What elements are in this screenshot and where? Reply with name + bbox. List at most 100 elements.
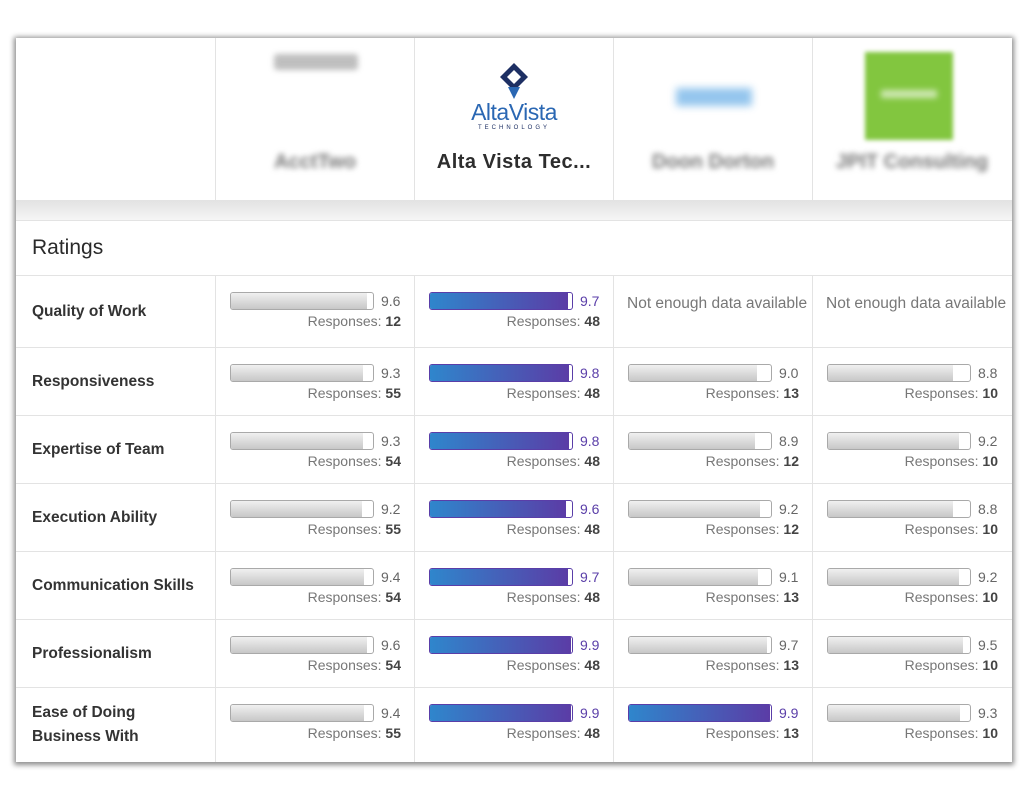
provider-column-acct[interactable]: AcctTwo xyxy=(215,38,414,200)
rating-score: 9.8 xyxy=(580,365,600,381)
rating-row: Execution Ability 9.2 Responses: 55 9.6 Resp… xyxy=(16,484,1012,552)
responses-number: 48 xyxy=(584,725,600,741)
responses-count: Responses: 55 xyxy=(308,521,401,537)
rating-label-cell: Quality of Work xyxy=(16,276,215,347)
rating-score: 9.7 xyxy=(580,293,600,309)
rating-score: 9.4 xyxy=(381,705,401,721)
rating-bar xyxy=(429,364,573,382)
rating-label-cell: Execution Ability xyxy=(16,484,215,551)
jpit-logo xyxy=(865,52,953,140)
rating-row: Quality of Work 9.6 Responses: 12 9.7 Respon… xyxy=(16,276,1012,348)
responses-number: 48 xyxy=(584,453,600,469)
responses-count: Responses: 55 xyxy=(308,725,401,741)
provider-name[interactable]: JPIT Consulting xyxy=(835,151,989,173)
provider-name[interactable]: Doon Dorton xyxy=(651,151,775,173)
rating-bar xyxy=(230,292,374,310)
rating-bar-fill xyxy=(231,293,368,309)
rating-label: Execution Ability xyxy=(32,508,158,526)
responses-number: 48 xyxy=(584,589,600,605)
rating-row: Expertise of Team 9.3 Responses: 54 9.8 Resp… xyxy=(16,416,1012,484)
responses-label: Responses: xyxy=(506,521,581,537)
rating-bar xyxy=(628,636,772,654)
rating-bar xyxy=(827,432,971,450)
altavista-logo-text: AltaVista xyxy=(471,99,557,125)
responses-number: 12 xyxy=(385,313,401,329)
responses-label: Responses: xyxy=(904,521,979,537)
rating-score: 9.3 xyxy=(381,433,401,449)
rating-cell: 9.2 Responses: 10 xyxy=(812,552,1011,619)
rating-bar-fill xyxy=(430,365,570,381)
responses-label: Responses: xyxy=(904,725,979,741)
rating-score: 9.2 xyxy=(978,433,998,449)
responses-label: Responses: xyxy=(307,725,382,741)
rating-bar xyxy=(827,568,971,586)
rating-cell: 9.2 Responses: 55 xyxy=(215,484,414,551)
rating-cell: 9.6 Responses: 48 xyxy=(414,484,613,551)
rating-score: 9.4 xyxy=(381,569,401,585)
rating-bar xyxy=(628,432,772,450)
responses-number: 55 xyxy=(385,725,401,741)
responses-label: Responses: xyxy=(705,521,780,537)
rating-cell: 9.4 Responses: 55 xyxy=(215,688,414,762)
rating-bar xyxy=(827,704,971,722)
responses-number: 10 xyxy=(982,521,998,537)
rating-bar-fill xyxy=(629,365,757,381)
rating-bar-fill xyxy=(231,705,365,721)
responses-count: Responses: 12 xyxy=(706,521,799,537)
rating-bar-fill xyxy=(828,569,959,585)
responses-count: Responses: 48 xyxy=(507,385,600,401)
rating-bar xyxy=(827,364,971,382)
rating-bar-fill xyxy=(629,637,767,653)
responses-count: Responses: 48 xyxy=(507,453,600,469)
rating-cell: 9.3 Responses: 54 xyxy=(215,416,414,483)
rating-bar xyxy=(628,364,772,382)
rating-score: 9.2 xyxy=(381,501,401,517)
rating-cell: 9.7 Responses: 13 xyxy=(613,620,812,687)
rating-bar-fill xyxy=(231,365,364,381)
provider-column-altavista[interactable]: AltaVista TECHNOLOGY Alta Vista Tec... xyxy=(414,38,613,200)
rating-bar xyxy=(230,432,374,450)
provider-column-doon[interactable]: Doon Dorton xyxy=(613,38,812,200)
rating-bar-fill xyxy=(828,365,953,381)
provider-name[interactable]: AcctTwo xyxy=(274,151,356,173)
rating-score: 9.5 xyxy=(978,637,998,653)
rating-bar-fill xyxy=(828,433,959,449)
provider-header-row: AcctTwo AltaVista TECHNOLOGY Alta Vista … xyxy=(16,38,1012,200)
rating-row: Communication Skills 9.4 Responses: 54 9.7 R… xyxy=(16,552,1012,620)
provider-column-jpit[interactable]: JPIT Consulting xyxy=(812,38,1011,200)
rating-label-cell: Communication Skills xyxy=(16,552,215,619)
ratings-comparison-card: AcctTwo AltaVista TECHNOLOGY Alta Vista … xyxy=(16,38,1012,762)
responses-count: Responses: 10 xyxy=(905,385,998,401)
rating-bar xyxy=(230,364,374,382)
rating-cell: 9.8 Responses: 48 xyxy=(414,416,613,483)
rating-bar-fill xyxy=(231,637,368,653)
rating-bar xyxy=(429,568,573,586)
rating-row: Ease of Doing Business With 9.4 Responses:… xyxy=(16,688,1012,762)
altavista-logo: AltaVista TECHNOLOGY xyxy=(415,62,613,131)
responses-label: Responses: xyxy=(307,589,382,605)
rating-bar-fill xyxy=(430,705,571,721)
rating-cell: 9.2 Responses: 12 xyxy=(613,484,812,551)
responses-count: Responses: 54 xyxy=(308,453,401,469)
responses-count: Responses: 10 xyxy=(905,725,998,741)
responses-number: 13 xyxy=(783,657,799,673)
rating-bar-fill xyxy=(231,433,364,449)
rating-cell: 9.0 Responses: 13 xyxy=(613,348,812,415)
rating-bar xyxy=(230,636,374,654)
responses-label: Responses: xyxy=(904,589,979,605)
rating-bar-fill xyxy=(629,705,770,721)
responses-label: Responses: xyxy=(904,385,979,401)
provider-name[interactable]: Alta Vista Tec... xyxy=(436,151,592,173)
section-title: Ratings xyxy=(32,236,104,259)
rating-cell: 9.6 Responses: 54 xyxy=(215,620,414,687)
rating-cell: 9.6 Responses: 12 xyxy=(215,276,414,347)
rating-label-cell: Expertise of Team xyxy=(16,416,215,483)
responses-label: Responses: xyxy=(506,657,581,673)
rating-label-cell: Ease of Doing Business With xyxy=(16,688,215,762)
responses-count: Responses: 10 xyxy=(905,589,998,605)
responses-label: Responses: xyxy=(705,657,780,673)
rating-score: 9.9 xyxy=(580,705,600,721)
altavista-logo-subtext: TECHNOLOGY xyxy=(477,125,550,131)
header-separator xyxy=(16,200,1012,220)
responses-count: Responses: 48 xyxy=(507,657,600,673)
